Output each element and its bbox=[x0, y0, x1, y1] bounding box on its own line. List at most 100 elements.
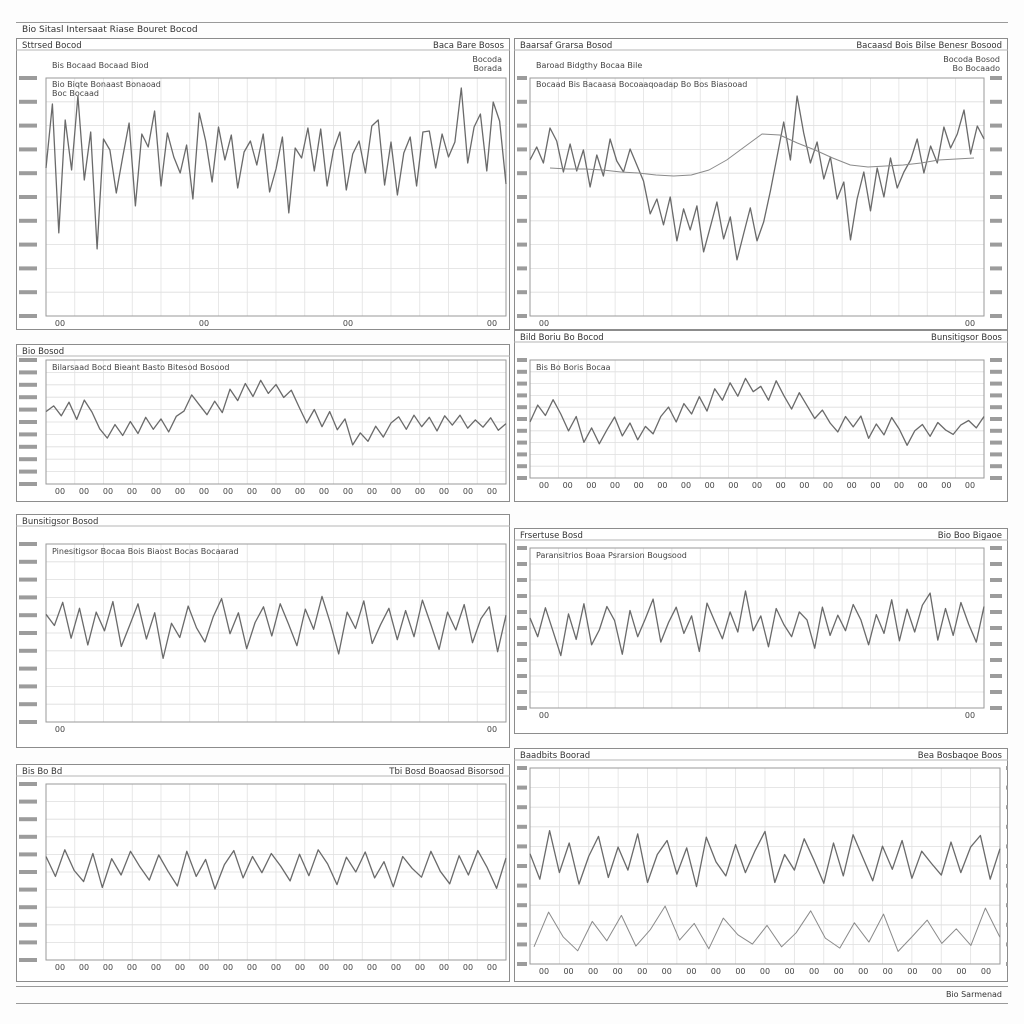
y-tick-label bbox=[517, 314, 527, 318]
y-tick-label bbox=[517, 642, 527, 646]
y-tick-label bbox=[19, 922, 37, 927]
chart-panel-6: Frsertuse Bosd Bio Boo Bigaoe Paransitrios… bbox=[514, 528, 1008, 734]
y-tick-label bbox=[517, 805, 527, 810]
y-tick-label-right bbox=[1006, 824, 1008, 829]
x-tick-label: 00 bbox=[965, 319, 975, 328]
y-tick-label bbox=[19, 242, 37, 247]
chart-svg-8: Baadbits Boorad Bea Bosbaqoe Boos 00 00 00 00… bbox=[514, 748, 1008, 982]
side-label: Bo Bocaado bbox=[953, 64, 1001, 73]
panel-frame bbox=[16, 514, 510, 748]
y-tick-label bbox=[517, 903, 527, 908]
y-tick-label bbox=[517, 405, 527, 410]
y-tick-label-right bbox=[990, 76, 1002, 80]
side-label: Borada bbox=[473, 64, 502, 73]
y-tick-label-right bbox=[990, 452, 1002, 457]
x-tick-label: 00 bbox=[343, 963, 353, 972]
y-tick-label bbox=[517, 171, 527, 176]
panel-frame bbox=[16, 38, 510, 330]
chart-header-right: Bio Boo Bigaoe bbox=[938, 531, 1002, 541]
x-tick-label: 00 bbox=[295, 963, 305, 972]
y-tick-label bbox=[517, 785, 527, 790]
x-tick-label: 00 bbox=[247, 487, 257, 496]
chart-panel-1: Sttrsed Bocod Baca Bare Bosos Bis Bocaad B… bbox=[16, 38, 510, 330]
y-tick-label-right bbox=[990, 546, 1002, 550]
x-tick-label: 00 bbox=[487, 487, 497, 496]
y-tick-label-right bbox=[990, 314, 1002, 318]
y-tick-label-right bbox=[990, 242, 1002, 247]
chart-subtitle: Bis Bocaad Bocaad Biod bbox=[52, 61, 149, 70]
series-line bbox=[529, 829, 1001, 888]
x-tick-label: 00 bbox=[199, 319, 209, 328]
y-tick-label bbox=[19, 702, 37, 707]
x-tick-label: 00 bbox=[55, 487, 65, 496]
y-tick-label-right bbox=[990, 578, 1002, 582]
y-tick-label-right bbox=[990, 440, 1002, 445]
x-tick-label: 00 bbox=[55, 963, 65, 972]
y-tick-label-right bbox=[990, 690, 1002, 694]
y-tick-label bbox=[19, 684, 37, 689]
chart-panel-2: Baarsaf Grarsa Bosod Bacaasd Bois Bilse B… bbox=[514, 38, 1008, 330]
series-line bbox=[45, 595, 507, 660]
chart-svg-5: Bunsitigsor Bosod Pinesitigsor Bocaa Bois… bbox=[16, 514, 510, 748]
y-tick-label-right bbox=[990, 464, 1002, 469]
y-tick-label bbox=[517, 610, 527, 614]
chart-title: Baarsaf Grarsa Bosod bbox=[520, 41, 612, 51]
y-tick-label bbox=[517, 706, 527, 710]
x-tick-label: 00 bbox=[247, 963, 257, 972]
chart-title: Baadbits Boorad bbox=[520, 751, 590, 761]
y-tick-label bbox=[19, 420, 37, 424]
y-tick-label bbox=[19, 905, 37, 910]
side-label: Bocoda Bosod bbox=[943, 55, 1000, 64]
y-tick-label bbox=[517, 452, 527, 457]
y-tick-label bbox=[19, 382, 37, 387]
x-tick-label: 00 bbox=[941, 481, 951, 490]
x-tick-label: 00 bbox=[199, 487, 209, 496]
y-tick-label bbox=[517, 864, 527, 868]
y-tick-label bbox=[19, 395, 37, 400]
y-tick-label-right bbox=[990, 195, 1002, 199]
y-tick-label-right bbox=[990, 358, 1002, 362]
y-tick-label-right bbox=[990, 642, 1002, 646]
side-label: Bocoda bbox=[472, 55, 502, 64]
y-tick-label bbox=[19, 99, 37, 104]
y-tick-label bbox=[517, 218, 527, 223]
x-tick-label: 00 bbox=[487, 725, 497, 734]
x-tick-label: 00 bbox=[199, 963, 209, 972]
y-tick-label bbox=[19, 577, 37, 582]
y-tick-label bbox=[19, 444, 37, 449]
y-tick-label bbox=[19, 852, 37, 857]
y-tick-label-right bbox=[990, 369, 1002, 374]
y-tick-label bbox=[19, 940, 37, 945]
y-tick-label bbox=[517, 824, 527, 829]
x-tick-label: 00 bbox=[686, 967, 696, 976]
x-tick-label: 00 bbox=[391, 963, 401, 972]
y-tick-label bbox=[517, 883, 527, 888]
x-tick-label: 00 bbox=[463, 487, 473, 496]
chart-header-right: Baca Bare Bosos bbox=[433, 41, 505, 51]
y-tick-label-right bbox=[990, 123, 1002, 128]
y-tick-label bbox=[517, 562, 527, 566]
x-tick-label: 00 bbox=[965, 481, 975, 490]
x-tick-label: 00 bbox=[907, 967, 917, 976]
x-tick-label: 00 bbox=[103, 963, 113, 972]
x-tick-label: 00 bbox=[956, 967, 966, 976]
y-tick-label bbox=[517, 844, 527, 849]
page-footer: Bio Sarmenad bbox=[16, 986, 1008, 1004]
x-tick-label: 00 bbox=[563, 481, 573, 490]
y-tick-label-right bbox=[1006, 942, 1008, 947]
y-tick-label bbox=[517, 594, 527, 598]
y-tick-label bbox=[517, 962, 527, 966]
x-tick-label: 00 bbox=[223, 963, 233, 972]
plot-area bbox=[529, 77, 985, 317]
y-tick-label-right bbox=[990, 476, 1002, 480]
y-tick-label-right bbox=[990, 266, 1002, 271]
y-tick-label bbox=[19, 147, 37, 152]
x-tick-label: 00 bbox=[932, 967, 942, 976]
x-tick-label: 00 bbox=[55, 725, 65, 734]
x-tick-label: 00 bbox=[439, 487, 449, 496]
x-tick-label: 00 bbox=[834, 967, 844, 976]
x-tick-label: 00 bbox=[487, 319, 497, 328]
y-tick-label-right bbox=[1006, 785, 1008, 790]
x-tick-label: 00 bbox=[223, 487, 233, 496]
y-tick-label-right bbox=[990, 674, 1002, 678]
